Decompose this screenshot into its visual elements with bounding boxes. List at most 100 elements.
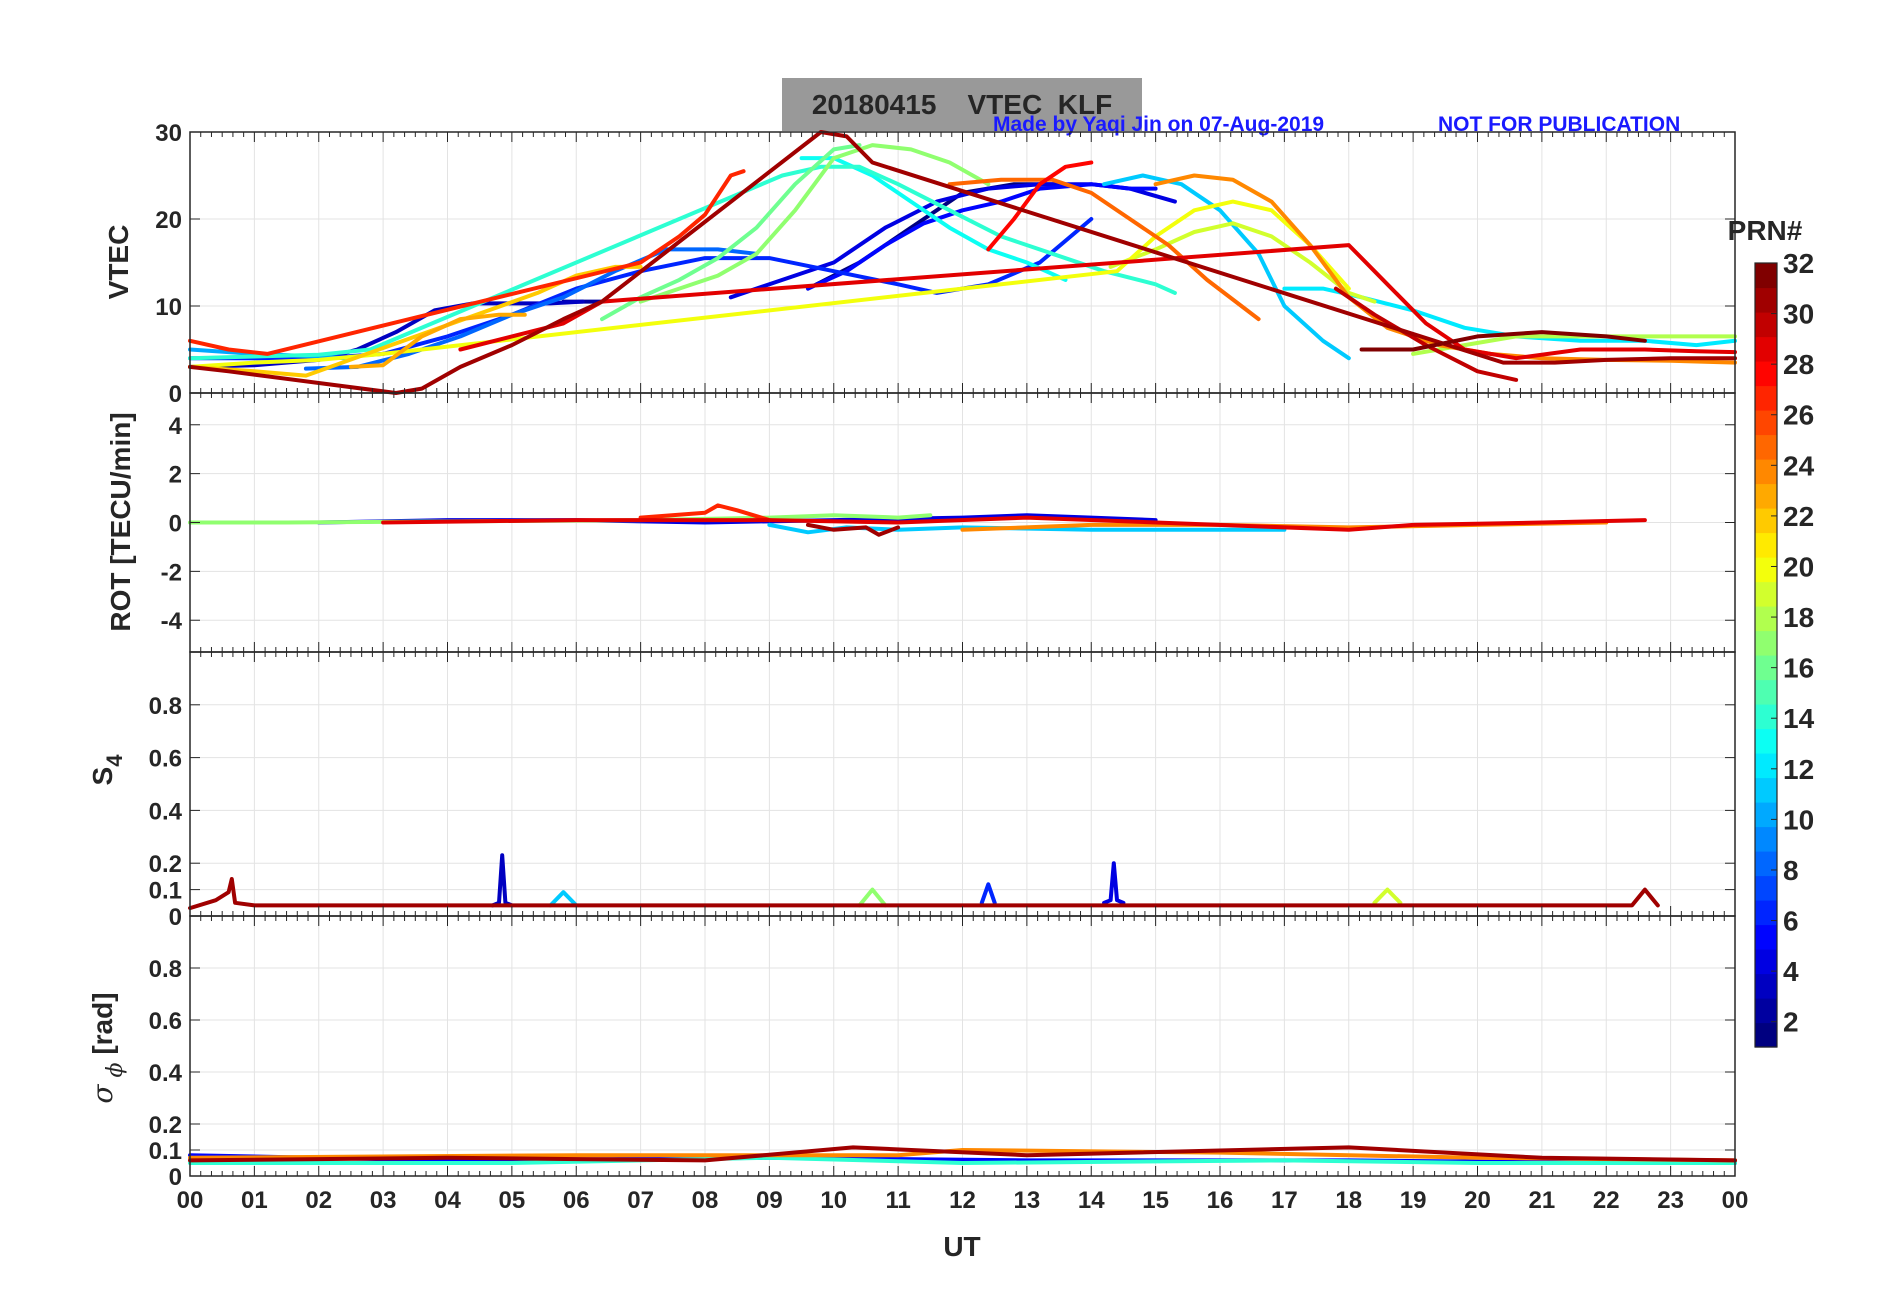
- colorbar-swatch: [1755, 973, 1777, 999]
- colorbar-tick-label: 12: [1783, 754, 1814, 785]
- series-line-prn-31: [806, 522, 901, 537]
- series-line-prn-31: [188, 1145, 1737, 1163]
- x-tick-label: 13: [1014, 1187, 1041, 1214]
- x-tick-label: 09: [756, 1187, 783, 1214]
- colorbar-swatch: [1755, 459, 1777, 485]
- series-line-prn-17: [188, 513, 933, 525]
- y-tick-label: 0.8: [149, 956, 182, 983]
- series-line-prn-16: [600, 143, 862, 322]
- x-tick-label: 17: [1271, 1187, 1298, 1214]
- colorbar-swatch: [1755, 287, 1777, 313]
- x-tick-label: 02: [305, 1187, 332, 1214]
- y-tick-label: 2: [169, 462, 182, 489]
- y-tick-label: 0.1: [149, 1138, 182, 1165]
- y-tick-label: 0: [169, 904, 182, 931]
- y-tick-label: 0.6: [149, 746, 182, 773]
- colorbar-swatch: [1755, 410, 1777, 436]
- series-line-prn-29: [381, 515, 1647, 532]
- y-tick-label: 0.4: [149, 1060, 183, 1087]
- y-tick-label: 0.6: [149, 1008, 182, 1035]
- series-line-prn-32: [1359, 330, 1647, 352]
- panel-rot: -4 -2 0 2 4: [161, 392, 1736, 653]
- colorbar-tick-label: 20: [1783, 551, 1814, 582]
- y-tick-label: 0.2: [149, 851, 182, 878]
- title: 20180415 VTEC KLF: [812, 89, 1112, 120]
- series-line-prn-19: [1372, 887, 1403, 905]
- title-background: [782, 78, 1142, 131]
- series-line-prn-31: [188, 877, 1660, 911]
- x-tick-label: 16: [1207, 1187, 1234, 1214]
- series-line-prn-18: [1411, 334, 1737, 356]
- y-axis-label-rot: ROT [TECU/min]: [105, 412, 136, 631]
- series-line-prn-14: [188, 1155, 1737, 1165]
- series-line-prn-25: [947, 177, 1261, 322]
- y-tick-label: 10: [155, 294, 182, 321]
- y-axis-label-s4: S4: [87, 754, 127, 786]
- credit-text: Made by Yaqi Jin on 07-Aug-2019: [993, 113, 1324, 136]
- series-line-prn-27: [638, 503, 772, 523]
- colorbar-swatch: [1755, 557, 1777, 583]
- colorbar-swatch: [1755, 483, 1777, 509]
- colorbar-tick-label: 24: [1783, 450, 1815, 481]
- colorbar-frame: [1754, 262, 1778, 1048]
- colorbar-swatch: [1755, 361, 1777, 387]
- colorbar-swatch: [1755, 753, 1777, 779]
- x-tick-label: 04: [434, 1187, 461, 1214]
- colorbar-tick-label: 18: [1783, 602, 1814, 633]
- y-tick-label: 4: [169, 413, 183, 440]
- panel-s4: 00.10.2 0.4 0.6 0.8: [149, 651, 1736, 931]
- colorbar-swatch: [1755, 998, 1777, 1024]
- x-tick-label: 23: [1657, 1187, 1684, 1214]
- panel-vtec: 0 10 20 30: [155, 120, 1737, 408]
- series-line-prn-11: [767, 522, 1287, 535]
- colorbar-swatch: [1755, 728, 1777, 754]
- colorbar-swatch: [1755, 655, 1777, 681]
- y-tick-label: 0.2: [149, 1112, 182, 1139]
- x-tick-label: 14: [1078, 1187, 1105, 1214]
- colorbar-swatch: [1755, 704, 1777, 730]
- x-tick-label: 07: [627, 1187, 654, 1214]
- series-line-prn-6: [979, 882, 997, 905]
- colorbar-swatch: [1755, 777, 1777, 803]
- colorbar-swatch: [1755, 851, 1777, 877]
- y-tick-label: -2: [161, 559, 182, 586]
- colorbar-swatch: [1755, 924, 1777, 950]
- colorbar-swatch: [1755, 949, 1777, 975]
- series-line-prn-17: [857, 887, 888, 908]
- y-tick-label: 0: [169, 381, 182, 408]
- series-line-prn-28: [986, 160, 1094, 252]
- y-tick-label: 0: [169, 511, 182, 538]
- colorbar-tick-label: 28: [1783, 349, 1814, 380]
- colorbar-swatch: [1755, 826, 1777, 852]
- colorbar-tick-label: 32: [1783, 248, 1814, 279]
- colorbar-tick-label: 30: [1783, 299, 1814, 330]
- x-tick-label: 00: [177, 1187, 204, 1214]
- series-line-prn-8: [303, 247, 759, 371]
- x-tick-label: 10: [820, 1187, 847, 1214]
- series-line-prn-11: [1102, 173, 1351, 361]
- y-axis-label-vtec: VTEC: [103, 225, 134, 300]
- x-tick-label: 11: [885, 1187, 910, 1214]
- y-tick-label: 30: [155, 120, 182, 147]
- series-line-prn-11: [548, 890, 579, 908]
- x-tick-label: 01: [241, 1187, 268, 1214]
- colorbar-swatch: [1755, 606, 1777, 632]
- y-axis-label-sigma_phi: σ ϕ [rad]: [86, 992, 128, 1103]
- x-tick-label: 20: [1464, 1187, 1491, 1214]
- colorbar-tick-label: 4: [1783, 956, 1799, 987]
- colorbar-swatch: [1755, 875, 1777, 901]
- colorbar-swatch: [1755, 312, 1777, 338]
- colorbar-tick-label: 26: [1783, 400, 1814, 431]
- colorbar-tick-label: 6: [1783, 906, 1799, 937]
- y-tick-label: 0.1: [149, 878, 182, 905]
- y-tick-label: 0: [169, 1164, 182, 1191]
- y-tick-label: 20: [155, 207, 182, 234]
- series-line-prn-5: [806, 182, 1158, 291]
- colorbar-swatch: [1755, 581, 1777, 607]
- colorbar-swatch: [1755, 532, 1777, 558]
- x-tick-label: 22: [1593, 1187, 1620, 1214]
- colorbar-swatch: [1755, 679, 1777, 705]
- series-line-prn-27: [188, 169, 746, 356]
- series-line-prn-29: [458, 243, 1737, 361]
